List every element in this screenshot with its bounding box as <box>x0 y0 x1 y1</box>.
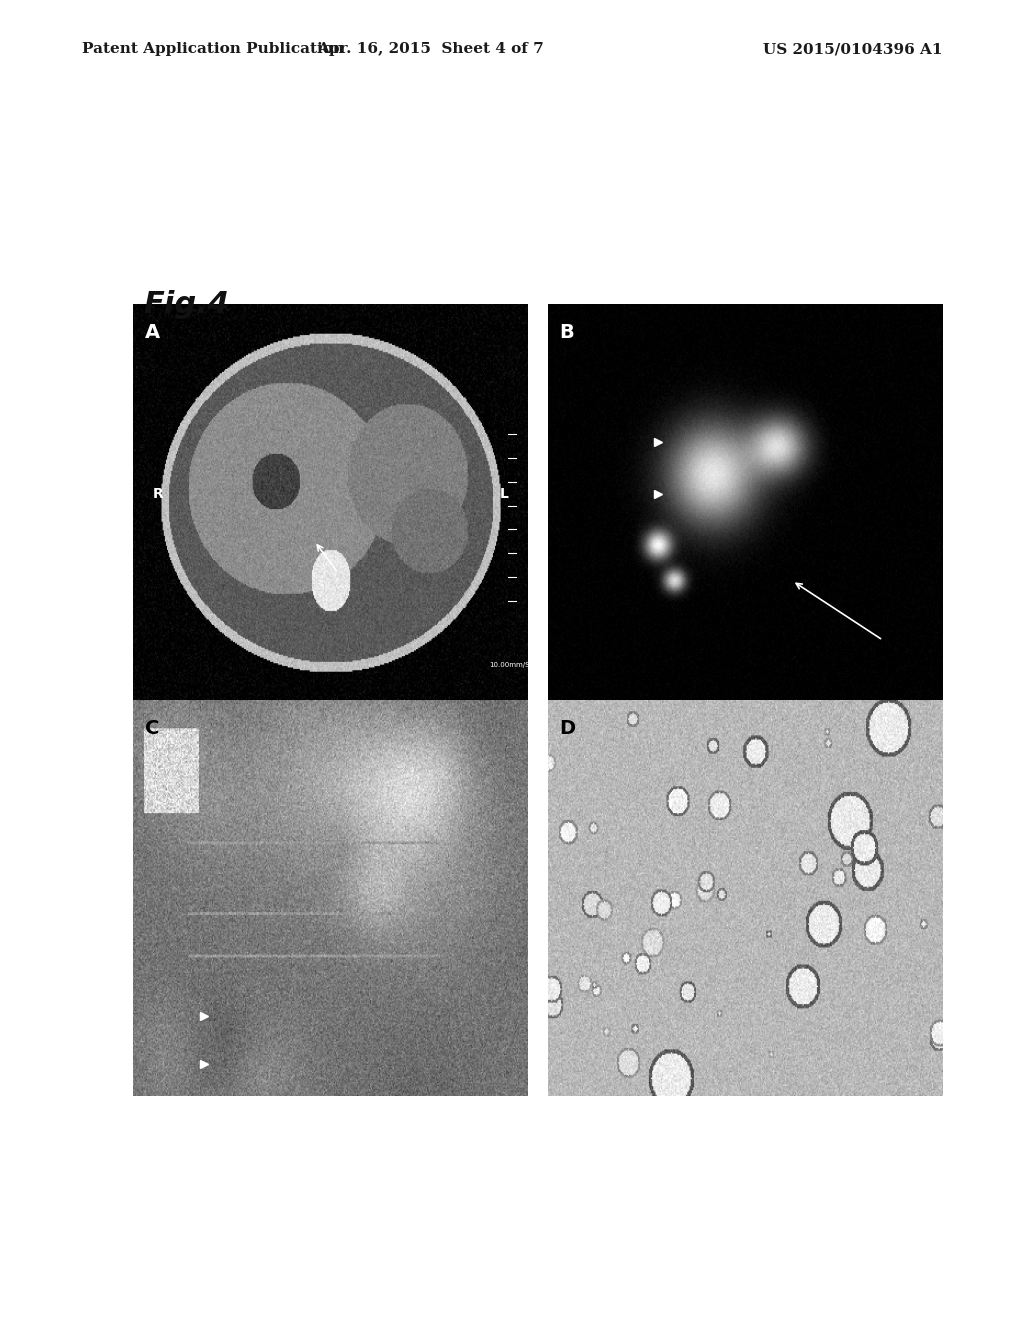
Text: C: C <box>145 719 160 738</box>
Text: B: B <box>560 323 574 342</box>
Text: R: R <box>153 487 164 500</box>
Text: D: D <box>560 719 575 738</box>
Text: L: L <box>500 487 509 500</box>
Text: Apr. 16, 2015  Sheet 4 of 7: Apr. 16, 2015 Sheet 4 of 7 <box>316 42 544 57</box>
Text: Patent Application Publication: Patent Application Publication <box>82 42 344 57</box>
Text: Fig.4: Fig.4 <box>143 290 229 319</box>
Text: A: A <box>145 323 160 342</box>
Text: US 2015/0104396 A1: US 2015/0104396 A1 <box>763 42 942 57</box>
Text: 10.00mm/Su: 10.00mm/Su <box>489 661 535 668</box>
